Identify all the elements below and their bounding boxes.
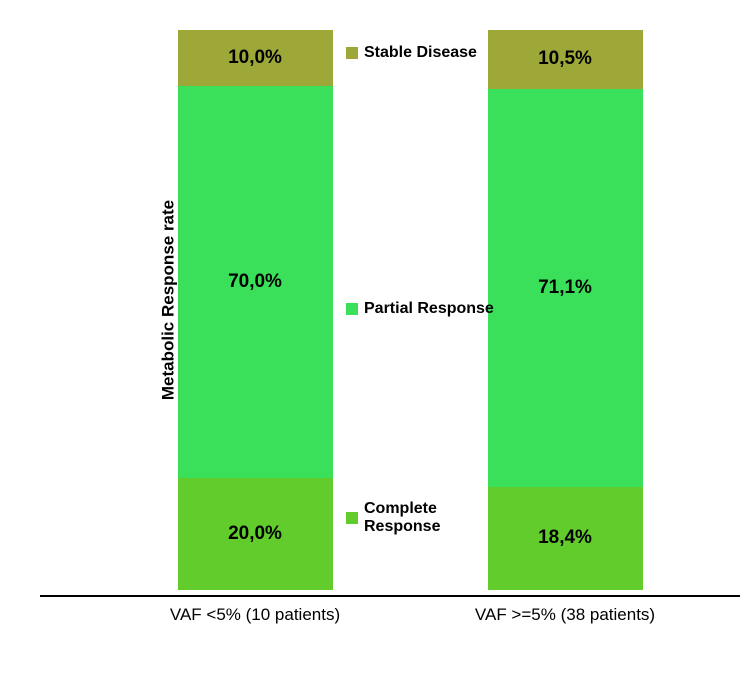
legend-label: CompleteResponse <box>364 500 440 537</box>
legend-complete: CompleteResponse <box>346 500 440 537</box>
legend-label: Stable Disease <box>364 44 477 62</box>
legend-stable: Stable Disease <box>346 44 477 62</box>
x-axis-line <box>40 595 740 597</box>
legend-swatch-icon <box>346 512 358 524</box>
legend-label: Partial Response <box>364 300 494 318</box>
x-label-1: VAF >=5% (38 patients) <box>440 605 690 625</box>
segment-complete: 18,4% <box>488 487 643 590</box>
x-label-0: VAF <5% (10 patients) <box>130 605 380 625</box>
legend-swatch-icon <box>346 303 358 315</box>
x-axis-labels: VAF <5% (10 patients) VAF >=5% (38 patien… <box>100 605 720 625</box>
segment-stable: 10,5% <box>488 30 643 89</box>
segment-complete: 20,0% <box>178 478 333 590</box>
legend-partial: Partial Response <box>346 300 494 318</box>
segment-partial: 70,0% <box>178 86 333 478</box>
bar-0: 10,0%70,0%20,0% <box>178 30 333 590</box>
segment-partial: 71,1% <box>488 89 643 487</box>
bar-1: 10,5%71,1%18,4% <box>488 30 643 590</box>
segment-stable: 10,0% <box>178 30 333 86</box>
legend-swatch-icon <box>346 47 358 59</box>
chart-area: 10,0%70,0%20,0% 10,5%71,1%18,4% Stable Di… <box>100 20 720 620</box>
